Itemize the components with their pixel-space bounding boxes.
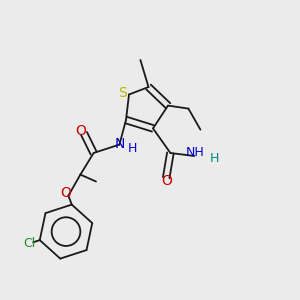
Text: H: H	[128, 142, 138, 155]
Text: O: O	[162, 174, 172, 188]
Text: NH: NH	[186, 146, 205, 160]
Text: N: N	[115, 137, 125, 151]
Text: O: O	[60, 186, 71, 200]
Text: Cl: Cl	[23, 237, 35, 250]
Text: H: H	[210, 152, 219, 165]
Text: O: O	[76, 124, 86, 138]
Text: S: S	[118, 86, 127, 100]
